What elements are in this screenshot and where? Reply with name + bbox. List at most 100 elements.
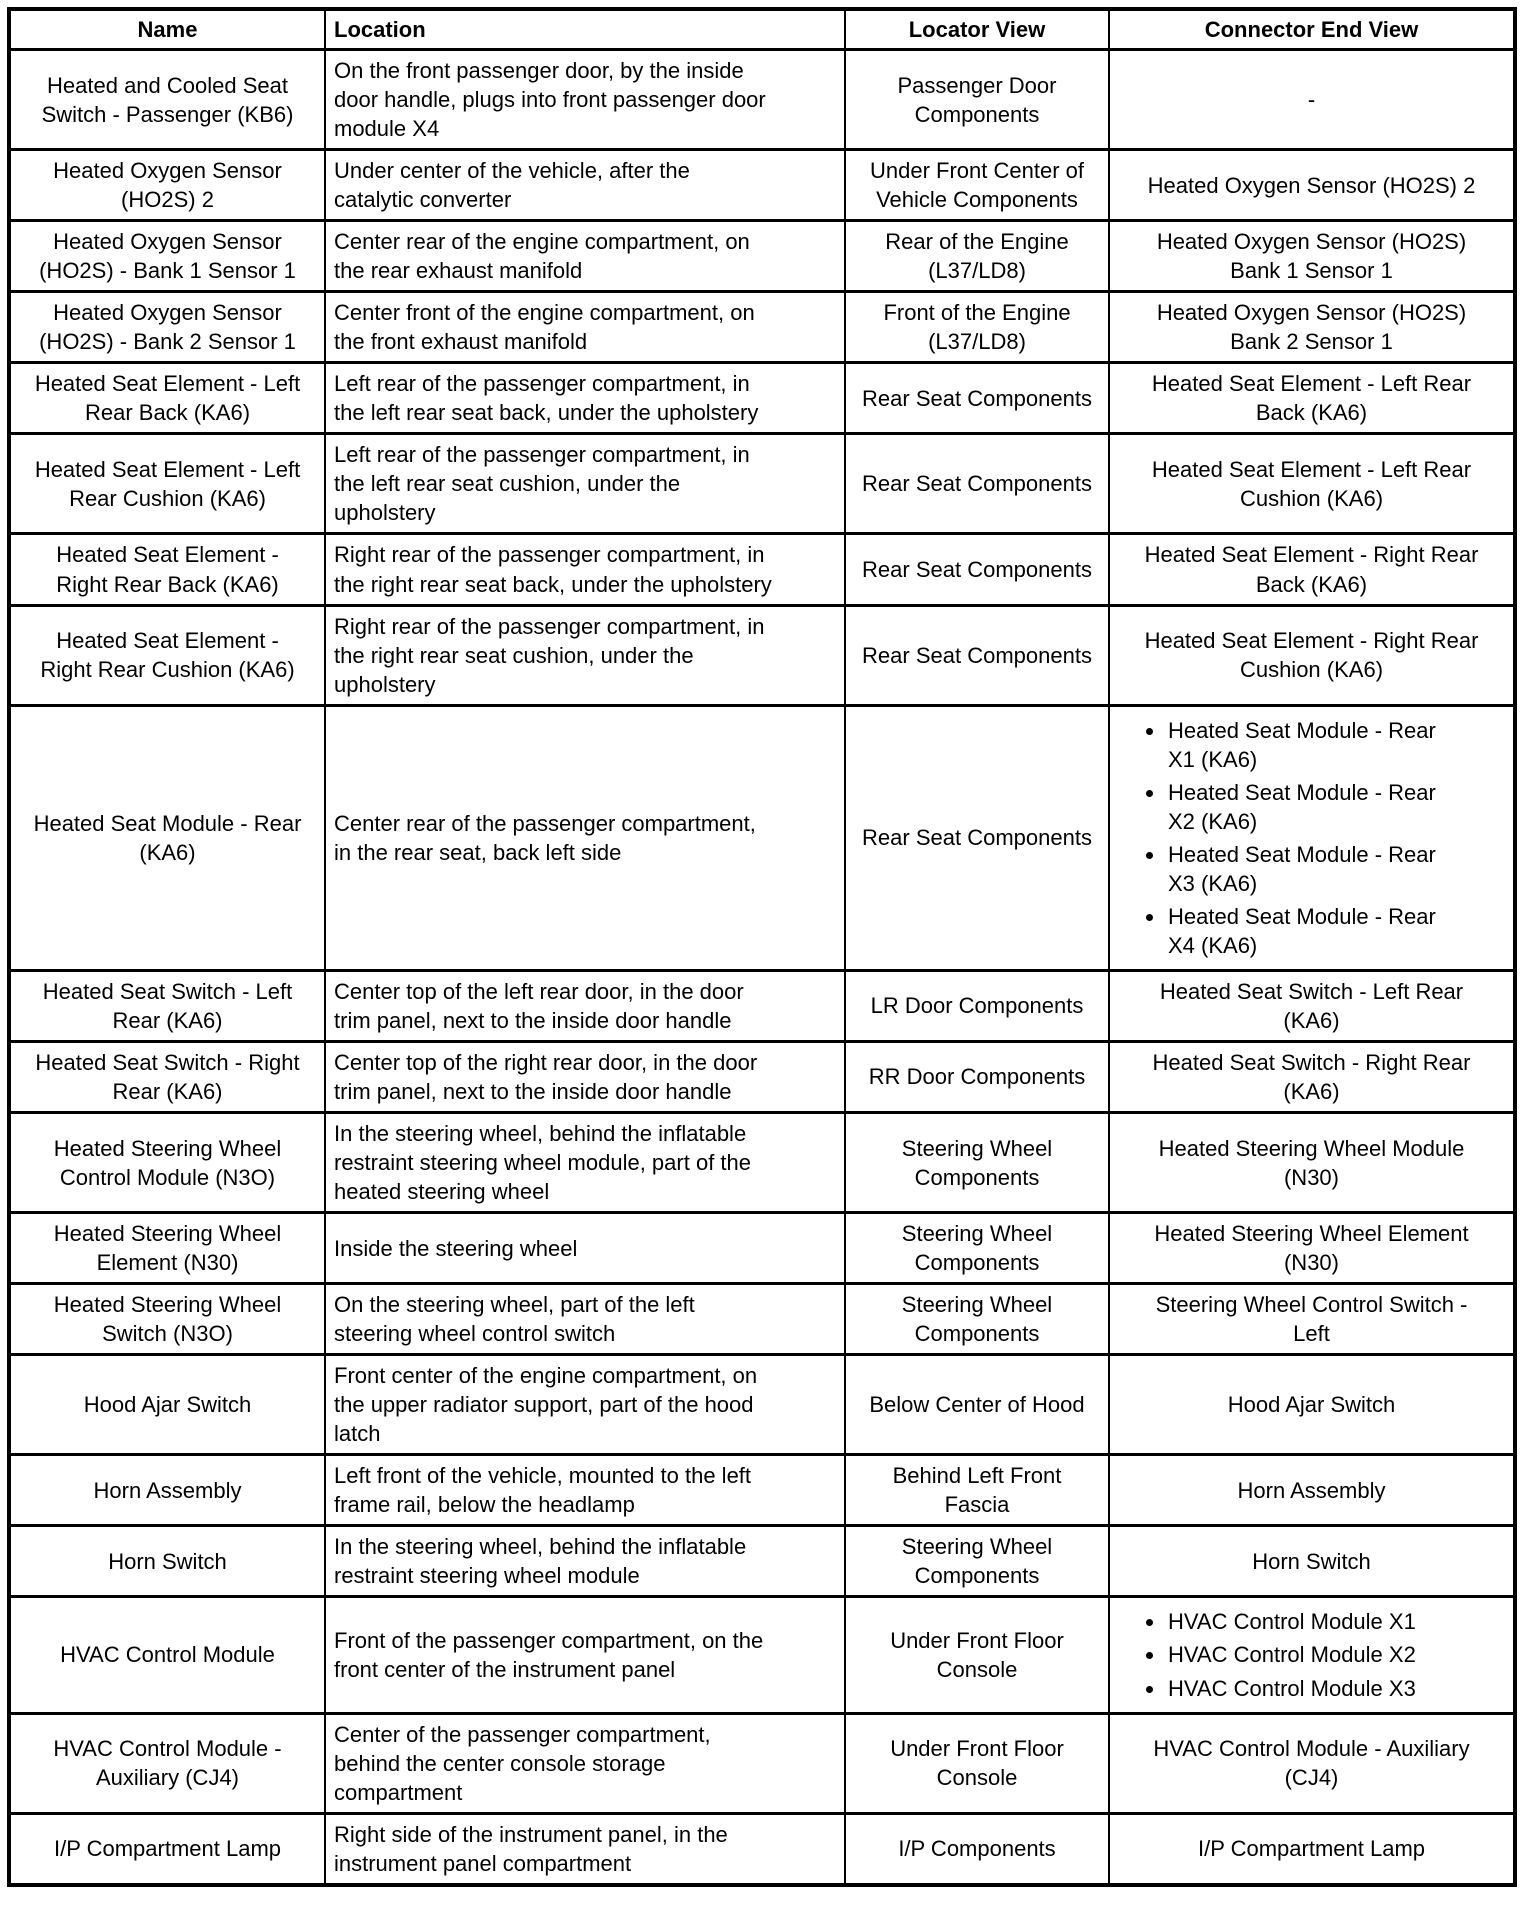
connector-list-item: Heated Seat Module - Rear X1 (KA6): [1166, 716, 1505, 774]
name-cell: Heated Seat Switch - Right Rear (KA6): [8, 1039, 326, 1115]
table-row: HVAC Control Module - Auxiliary (CJ4) Cen…: [8, 1711, 1516, 1815]
column-header-location: Location: [324, 7, 846, 52]
connector-end-view-cell: Heated Seat Element - Left Rear Cushion …: [1108, 432, 1516, 536]
name-cell: Heated Seat Module - Rear (KA6): [8, 703, 326, 972]
connector-end-view-cell: -: [1108, 48, 1516, 152]
locator-view-cell: Steering Wheel Components: [844, 1524, 1110, 1599]
location-cell: Center rear of the engine compartment, o…: [324, 219, 846, 294]
location-cell: Right rear of the passenger compartment,…: [324, 603, 846, 707]
table-row: Heated Seat Element - Left Rear Back (KA…: [8, 361, 1516, 436]
connector-list-item: HVAC Control Module X2: [1166, 1640, 1505, 1669]
table-row: HVAC Control Module Front of the passenge…: [8, 1595, 1516, 1715]
table-row: Heated Steering Wheel Control Module (N3…: [8, 1110, 1516, 1215]
locator-view-cell: Behind Left Front Fascia: [844, 1453, 1110, 1528]
name-cell: Heated Steering Wheel Element (N30): [8, 1211, 326, 1286]
connector-end-view-cell: Heated Seat Element - Right Rear Back (K…: [1108, 532, 1516, 607]
connector-end-view-cell: Heated Oxygen Sensor (HO2S) Bank 2 Senso…: [1108, 290, 1516, 365]
locator-view-cell: Steering Wheel Components: [844, 1110, 1110, 1215]
name-cell: Heated and Cooled Seat Switch - Passenge…: [8, 48, 326, 152]
name-cell: Heated Seat Element - Left Rear Cushion …: [8, 432, 326, 536]
table-row: Hood Ajar Switch Front center of the engi…: [8, 1353, 1516, 1457]
locator-view-cell: Steering Wheel Components: [844, 1282, 1110, 1357]
name-cell: Heated Steering Wheel Control Module (N3…: [8, 1110, 326, 1215]
connector-list-item: HVAC Control Module X3: [1166, 1674, 1505, 1703]
header-row: Name Location Locator View Connector End…: [8, 7, 1516, 52]
connector-end-view-cell: Heated Seat Module - Rear X1 (KA6)Heated…: [1108, 703, 1516, 972]
locator-view-cell: Rear Seat Components: [844, 532, 1110, 607]
connector-end-view-cell: HVAC Control Module - Auxiliary (CJ4): [1108, 1711, 1516, 1815]
locator-view-cell: Rear of the Engine (L37/LD8): [844, 219, 1110, 294]
location-cell: Inside the steering wheel: [324, 1211, 846, 1286]
table-row: Heated Oxygen Sensor (HO2S) - Bank 2 Sen…: [8, 290, 1516, 365]
column-header-locator-view: Locator View: [844, 7, 1110, 52]
locator-view-cell: Rear Seat Components: [844, 432, 1110, 536]
name-cell: Heated Oxygen Sensor (HO2S) - Bank 1 Sen…: [8, 219, 326, 294]
location-cell: Right side of the instrument panel, in t…: [324, 1811, 846, 1887]
connector-end-view-cell: HVAC Control Module X1 HVAC Control Modul…: [1108, 1595, 1516, 1715]
location-cell: Front center of the engine compartment, …: [324, 1353, 846, 1457]
locator-view-cell: Below Center of Hood: [844, 1353, 1110, 1457]
name-cell: I/P Compartment Lamp: [8, 1811, 326, 1887]
connector-list-item: HVAC Control Module X1: [1166, 1607, 1505, 1636]
connector-list-item: Heated Seat Module - Rear X3 (KA6): [1166, 840, 1505, 898]
table-row: Heated Seat Module - Rear (KA6) Center re…: [8, 703, 1516, 972]
name-cell: Heated Seat Element - Left Rear Back (KA…: [8, 361, 326, 436]
column-header-connector-end-view: Connector End View: [1108, 7, 1516, 52]
name-cell: Heated Seat Element - Right Rear Cushion…: [8, 603, 326, 707]
location-cell: Left rear of the passenger compartment, …: [324, 361, 846, 436]
locator-view-cell: LR Door Components: [844, 968, 1110, 1043]
connector-end-view-cell: I/P Compartment Lamp: [1108, 1811, 1516, 1887]
table-row: Heated Seat Switch - Right Rear (KA6) Cen…: [8, 1039, 1516, 1115]
table-body: Heated and Cooled Seat Switch - Passenge…: [8, 48, 1516, 1887]
locator-view-cell: Under Front Floor Console: [844, 1711, 1110, 1815]
name-cell: Heated Steering Wheel Switch (N3O): [8, 1282, 326, 1357]
locator-view-cell: I/P Components: [844, 1811, 1110, 1887]
connector-end-view-cell: Heated Seat Switch - Left Rear (KA6): [1108, 968, 1516, 1043]
connector-end-view-cell: Heated Steering Wheel Module (N30): [1108, 1110, 1516, 1215]
connector-end-view-cell: Heated Steering Wheel Element (N30): [1108, 1211, 1516, 1286]
table-row: Heated Oxygen Sensor (HO2S) 2 Under cente…: [8, 148, 1516, 223]
table-row: I/P Compartment Lamp Right side of the in…: [8, 1811, 1516, 1887]
location-cell: Front of the passenger compartment, on t…: [324, 1595, 846, 1715]
locator-view-cell: Steering Wheel Components: [844, 1211, 1110, 1286]
table-row: Heated Steering Wheel Element (N30) Insid…: [8, 1211, 1516, 1286]
connector-list: HVAC Control Module X1 HVAC Control Modul…: [1118, 1607, 1505, 1702]
table-header: Name Location Locator View Connector End…: [8, 7, 1516, 52]
location-cell: Center rear of the passenger compartment…: [324, 703, 846, 972]
locator-view-cell: RR Door Components: [844, 1039, 1110, 1115]
connector-end-view-cell: Heated Seat Element - Right Rear Cushion…: [1108, 603, 1516, 707]
locator-view-cell: Rear Seat Components: [844, 603, 1110, 707]
connector-end-view-cell: Heated Seat Switch - Right Rear (KA6): [1108, 1039, 1516, 1115]
table-row: Horn Switch In the steering wheel, behind…: [8, 1524, 1516, 1599]
locator-view-cell: Rear Seat Components: [844, 703, 1110, 972]
location-cell: Under center of the vehicle, after the c…: [324, 148, 846, 223]
table-row: Heated Seat Element - Left Rear Cushion …: [8, 432, 1516, 536]
connector-list: Heated Seat Module - Rear X1 (KA6)Heated…: [1118, 716, 1505, 960]
location-cell: On the front passenger door, by the insi…: [324, 48, 846, 152]
table-row: Horn Assembly Left front of the vehicle, …: [8, 1453, 1516, 1528]
table-row: Heated Seat Element - Right Rear Back (K…: [8, 532, 1516, 607]
locator-view-cell: Rear Seat Components: [844, 361, 1110, 436]
connector-end-view-cell: Horn Switch: [1108, 1524, 1516, 1599]
location-cell: Center top of the right rear door, in th…: [324, 1039, 846, 1115]
name-cell: Heated Seat Element - Right Rear Back (K…: [8, 532, 326, 607]
name-cell: Heated Oxygen Sensor (HO2S) - Bank 2 Sen…: [8, 290, 326, 365]
location-cell: Right rear of the passenger compartment,…: [324, 532, 846, 607]
component-location-table: Name Location Locator View Connector End…: [7, 7, 1517, 1887]
connector-list-item: Heated Seat Module - Rear X2 (KA6): [1166, 778, 1505, 836]
connector-list-item: Heated Seat Module - Rear X4 (KA6): [1166, 902, 1505, 960]
location-cell: Left rear of the passenger compartment, …: [324, 432, 846, 536]
location-cell: In the steering wheel, behind the inflat…: [324, 1110, 846, 1215]
table-row: Heated Oxygen Sensor (HO2S) - Bank 1 Sen…: [8, 219, 1516, 294]
name-cell: Heated Oxygen Sensor (HO2S) 2: [8, 148, 326, 223]
table-row: Heated Seat Switch - Left Rear (KA6) Cent…: [8, 968, 1516, 1043]
location-cell: On the steering wheel, part of the left …: [324, 1282, 846, 1357]
location-cell: Center top of the left rear door, in the…: [324, 968, 846, 1043]
name-cell: Hood Ajar Switch: [8, 1353, 326, 1457]
location-cell: Center of the passenger compartment, beh…: [324, 1711, 846, 1815]
table-row: Heated Seat Element - Right Rear Cushion…: [8, 603, 1516, 707]
location-cell: In the steering wheel, behind the inflat…: [324, 1524, 846, 1599]
connector-end-view-cell: Heated Seat Element - Left Rear Back (KA…: [1108, 361, 1516, 436]
connector-end-view-cell: Hood Ajar Switch: [1108, 1353, 1516, 1457]
name-cell: Horn Switch: [8, 1524, 326, 1599]
